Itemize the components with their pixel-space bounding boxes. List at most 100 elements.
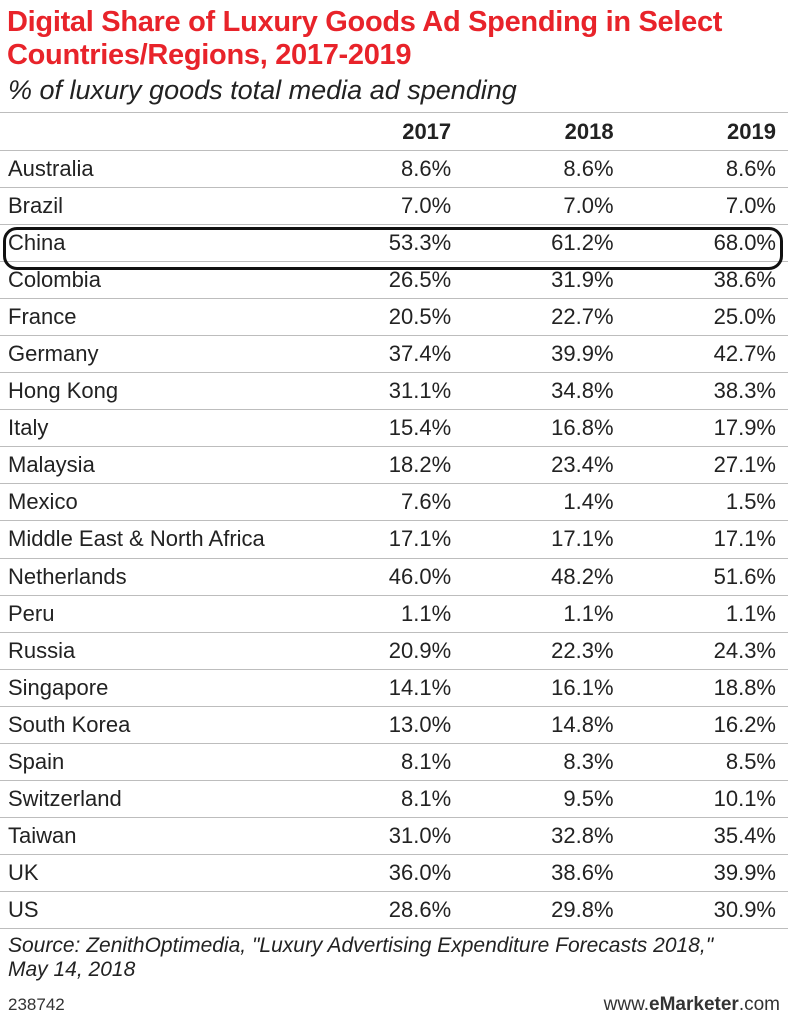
value-cell-2019: 17.9% [625, 409, 788, 448]
value-cell-2019: 7.0% [625, 187, 788, 226]
value-cell-2017: 28.6% [300, 891, 464, 929]
table-row: Russia 20.9% 22.3% 24.3% [0, 632, 788, 670]
value-cell-2017: 17.1% [300, 520, 464, 559]
column-header-region [0, 112, 301, 151]
table-row: Brazil 7.0% 7.0% 7.0% [0, 187, 788, 226]
value-cell-2017: 18.2% [300, 446, 464, 485]
value-cell-2019: 68.0% [625, 224, 788, 263]
table-row: Malaysia 18.2% 23.4% 27.1% [0, 446, 788, 485]
value-cell-2019: 27.1% [625, 446, 788, 485]
value-cell-2018: 38.6% [463, 854, 626, 892]
value-cell-2018: 16.1% [463, 669, 626, 707]
data-table: 2017 2018 2019 Australia 8.6% 8.6% 8.6% Braz… [0, 112, 788, 929]
value-cell-2018: 9.5% [463, 780, 626, 818]
table-row: Mexico 7.6% 1.4% 1.5% [0, 483, 788, 522]
column-header-2017: 2017 [300, 112, 464, 151]
table-row: UK 36.0% 38.6% 39.9% [0, 854, 788, 892]
region-cell: Spain [0, 743, 301, 781]
region-cell: China [0, 224, 301, 263]
region-cell: UK [0, 854, 301, 892]
table-row: France 20.5% 22.7% 25.0% [0, 298, 788, 337]
column-header-2019: 2019 [625, 112, 788, 151]
value-cell-2019: 38.3% [625, 372, 788, 411]
region-cell: Malaysia [0, 446, 301, 485]
chart-id: 238742 [8, 995, 65, 1014]
table-row: Taiwan 31.0% 32.8% 35.4% [0, 817, 788, 855]
value-cell-2019: 38.6% [625, 261, 788, 300]
value-cell-2017: 13.0% [300, 706, 464, 744]
value-cell-2019: 25.0% [625, 298, 788, 337]
value-cell-2019: 39.9% [625, 854, 788, 892]
brand-logo-text: www.eMarketer.com [604, 994, 780, 1016]
value-cell-2019: 8.5% [625, 743, 788, 781]
value-cell-2019: 18.8% [625, 669, 788, 707]
value-cell-2018: 34.8% [463, 372, 626, 411]
region-cell: Colombia [0, 261, 301, 300]
table-row: Germany 37.4% 39.9% 42.7% [0, 335, 788, 374]
value-cell-2019: 1.1% [625, 595, 788, 633]
value-cell-2018: 29.8% [463, 891, 626, 929]
source-line-1: Source: ZenithOptimedia, "Luxury Adverti… [8, 934, 714, 957]
region-cell: Brazil [0, 187, 301, 226]
table-row: China 53.3% 61.2% 68.0% [0, 224, 788, 263]
table-row: US 28.6% 29.8% 30.9% [0, 891, 788, 929]
value-cell-2017: 7.0% [300, 187, 464, 226]
value-cell-2019: 17.1% [625, 520, 788, 559]
region-cell: Switzerland [0, 780, 301, 818]
table-row: Switzerland 8.1% 9.5% 10.1% [0, 780, 788, 818]
value-cell-2017: 20.5% [300, 298, 464, 337]
value-cell-2018: 31.9% [463, 261, 626, 300]
chart-title-line-2: Countries/Regions, 2017-2019 [7, 39, 412, 71]
value-cell-2018: 1.4% [463, 483, 626, 522]
table-row: Peru 1.1% 1.1% 1.1% [0, 595, 788, 633]
chart-subtitle: % of luxury goods total media ad spendin… [8, 75, 517, 105]
table-body: Australia 8.6% 8.6% 8.6% Brazil 7.0% 7.0% 7.0% C… [0, 150, 788, 929]
region-cell: Singapore [0, 669, 301, 707]
source-line-2: May 14, 2018 [8, 958, 136, 981]
value-cell-2017: 20.9% [300, 632, 464, 670]
value-cell-2017: 1.1% [300, 595, 464, 633]
value-cell-2017: 15.4% [300, 409, 464, 448]
region-cell: Russia [0, 632, 301, 670]
table-row: Middle East & North Africa 17.1% 17.1% 17.1… [0, 520, 788, 559]
value-cell-2018: 17.1% [463, 520, 626, 559]
table-row: Singapore 14.1% 16.1% 18.8% [0, 669, 788, 707]
value-cell-2017: 7.6% [300, 483, 464, 522]
value-cell-2019: 35.4% [625, 817, 788, 855]
region-cell: South Korea [0, 706, 301, 744]
value-cell-2017: 31.0% [300, 817, 464, 855]
region-cell: Peru [0, 595, 301, 633]
value-cell-2018: 32.8% [463, 817, 626, 855]
region-cell: Taiwan [0, 817, 301, 855]
region-cell: Germany [0, 335, 301, 374]
value-cell-2019: 16.2% [625, 706, 788, 744]
value-cell-2019: 42.7% [625, 335, 788, 374]
value-cell-2018: 23.4% [463, 446, 626, 485]
value-cell-2017: 8.6% [300, 150, 464, 189]
region-cell: Australia [0, 150, 301, 189]
table-row: South Korea 13.0% 14.8% 16.2% [0, 706, 788, 744]
region-cell: US [0, 891, 301, 929]
region-cell: Netherlands [0, 558, 301, 596]
chart-title: Digital Share of Luxury Goods Ad Spendin… [7, 6, 782, 72]
chart-title-line-1: Digital Share of Luxury Goods Ad Spendin… [7, 6, 723, 38]
value-cell-2017: 36.0% [300, 854, 464, 892]
value-cell-2017: 37.4% [300, 335, 464, 374]
value-cell-2018: 8.6% [463, 150, 626, 189]
value-cell-2019: 30.9% [625, 891, 788, 929]
table-row: Colombia 26.5% 31.9% 38.6% [0, 261, 788, 300]
value-cell-2019: 24.3% [625, 632, 788, 670]
value-cell-2017: 46.0% [300, 558, 464, 596]
value-cell-2017: 14.1% [300, 669, 464, 707]
value-cell-2018: 22.7% [463, 298, 626, 337]
region-cell: France [0, 298, 301, 337]
table-row: Australia 8.6% 8.6% 8.6% [0, 150, 788, 189]
column-header-2018: 2018 [463, 112, 626, 151]
table-header-row: 2017 2018 2019 [0, 112, 788, 151]
value-cell-2017: 8.1% [300, 780, 464, 818]
value-cell-2018: 61.2% [463, 224, 626, 263]
value-cell-2018: 22.3% [463, 632, 626, 670]
value-cell-2017: 8.1% [300, 743, 464, 781]
value-cell-2017: 53.3% [300, 224, 464, 263]
